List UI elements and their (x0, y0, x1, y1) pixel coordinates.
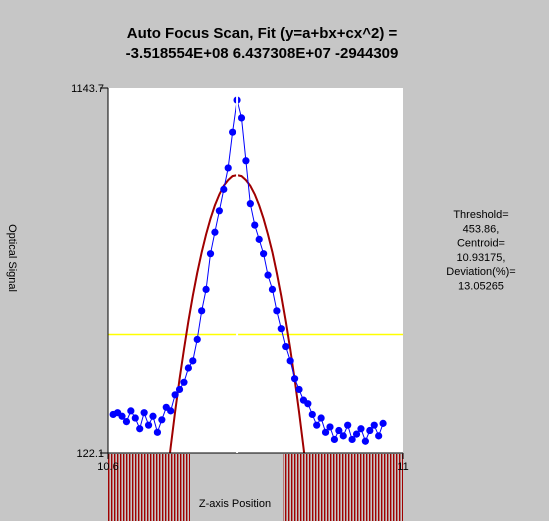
annotation: 13.05265 (458, 281, 504, 293)
data-point (220, 185, 228, 193)
data-point (273, 307, 281, 315)
data-point (344, 421, 352, 429)
data-point (260, 250, 268, 258)
data-point (167, 407, 175, 415)
data-point (198, 307, 206, 315)
data-point (255, 235, 263, 243)
chart-title: -3.518554E+08 6.437308E+07 -2944309 (126, 45, 399, 62)
data-point (330, 435, 339, 444)
data-point (237, 114, 246, 122)
data-point (251, 221, 259, 229)
x-tick-label: 10.6 (97, 461, 118, 473)
data-point (189, 357, 197, 365)
data-point (375, 432, 383, 440)
data-point (308, 410, 316, 419)
data-point (136, 425, 144, 433)
data-point (224, 164, 232, 172)
data-point (242, 157, 250, 165)
plot (108, 96, 403, 453)
x-axis-label: Z-axis Position (199, 498, 271, 510)
y-axis-label: Optical Signal (6, 224, 18, 292)
y-tick-label: 122.1 (76, 448, 104, 460)
annotation: 453.86, (463, 223, 500, 235)
data-point (313, 421, 321, 429)
x-tick-label: 11 (397, 461, 408, 473)
data-point (361, 437, 369, 445)
data-point (370, 421, 378, 429)
annotation: Threshold= (453, 209, 508, 221)
data-point (175, 385, 184, 394)
data-point (144, 421, 153, 429)
data-point (326, 423, 334, 431)
data-point (118, 412, 126, 420)
data-point (277, 325, 285, 333)
data-point (149, 412, 157, 420)
data-point (282, 342, 290, 351)
data-point (295, 385, 303, 394)
data-point (321, 428, 330, 436)
data-point (286, 357, 294, 365)
data-point (335, 426, 343, 435)
data-point (317, 414, 325, 422)
data-point (131, 414, 139, 422)
data-point (264, 271, 272, 279)
data-point (202, 285, 210, 294)
data-point (184, 364, 192, 372)
data-point (290, 375, 299, 383)
data-point (171, 391, 179, 399)
data-point (339, 432, 347, 440)
data-point (211, 228, 219, 236)
data-point (215, 207, 223, 215)
data-point (304, 400, 312, 408)
data-point (357, 425, 365, 433)
data-point (122, 417, 131, 426)
fit-below-axis (283, 454, 403, 521)
data-point (127, 407, 135, 415)
annotation: 10.93175, (457, 252, 506, 264)
plot-area (108, 88, 403, 453)
data-point (180, 378, 188, 386)
data-point (366, 426, 374, 435)
y-tick-label: 1143.7 (71, 83, 104, 95)
data-point (140, 409, 148, 417)
annotation: Deviation(%)= (446, 266, 515, 278)
data-point (153, 428, 162, 436)
data-point (352, 430, 361, 438)
data-point (268, 285, 277, 294)
annotation: Centroid= (457, 238, 505, 250)
data-point (348, 435, 356, 444)
chart-title: Auto Focus Scan, Fit (y=a+bx+cx^2) = (127, 25, 398, 42)
data-point (229, 128, 237, 136)
data-point (379, 419, 387, 427)
data-point (158, 416, 166, 424)
fit-below-axis (108, 454, 190, 521)
data-point (206, 250, 215, 258)
data-point (246, 200, 254, 208)
data-point (193, 335, 201, 344)
